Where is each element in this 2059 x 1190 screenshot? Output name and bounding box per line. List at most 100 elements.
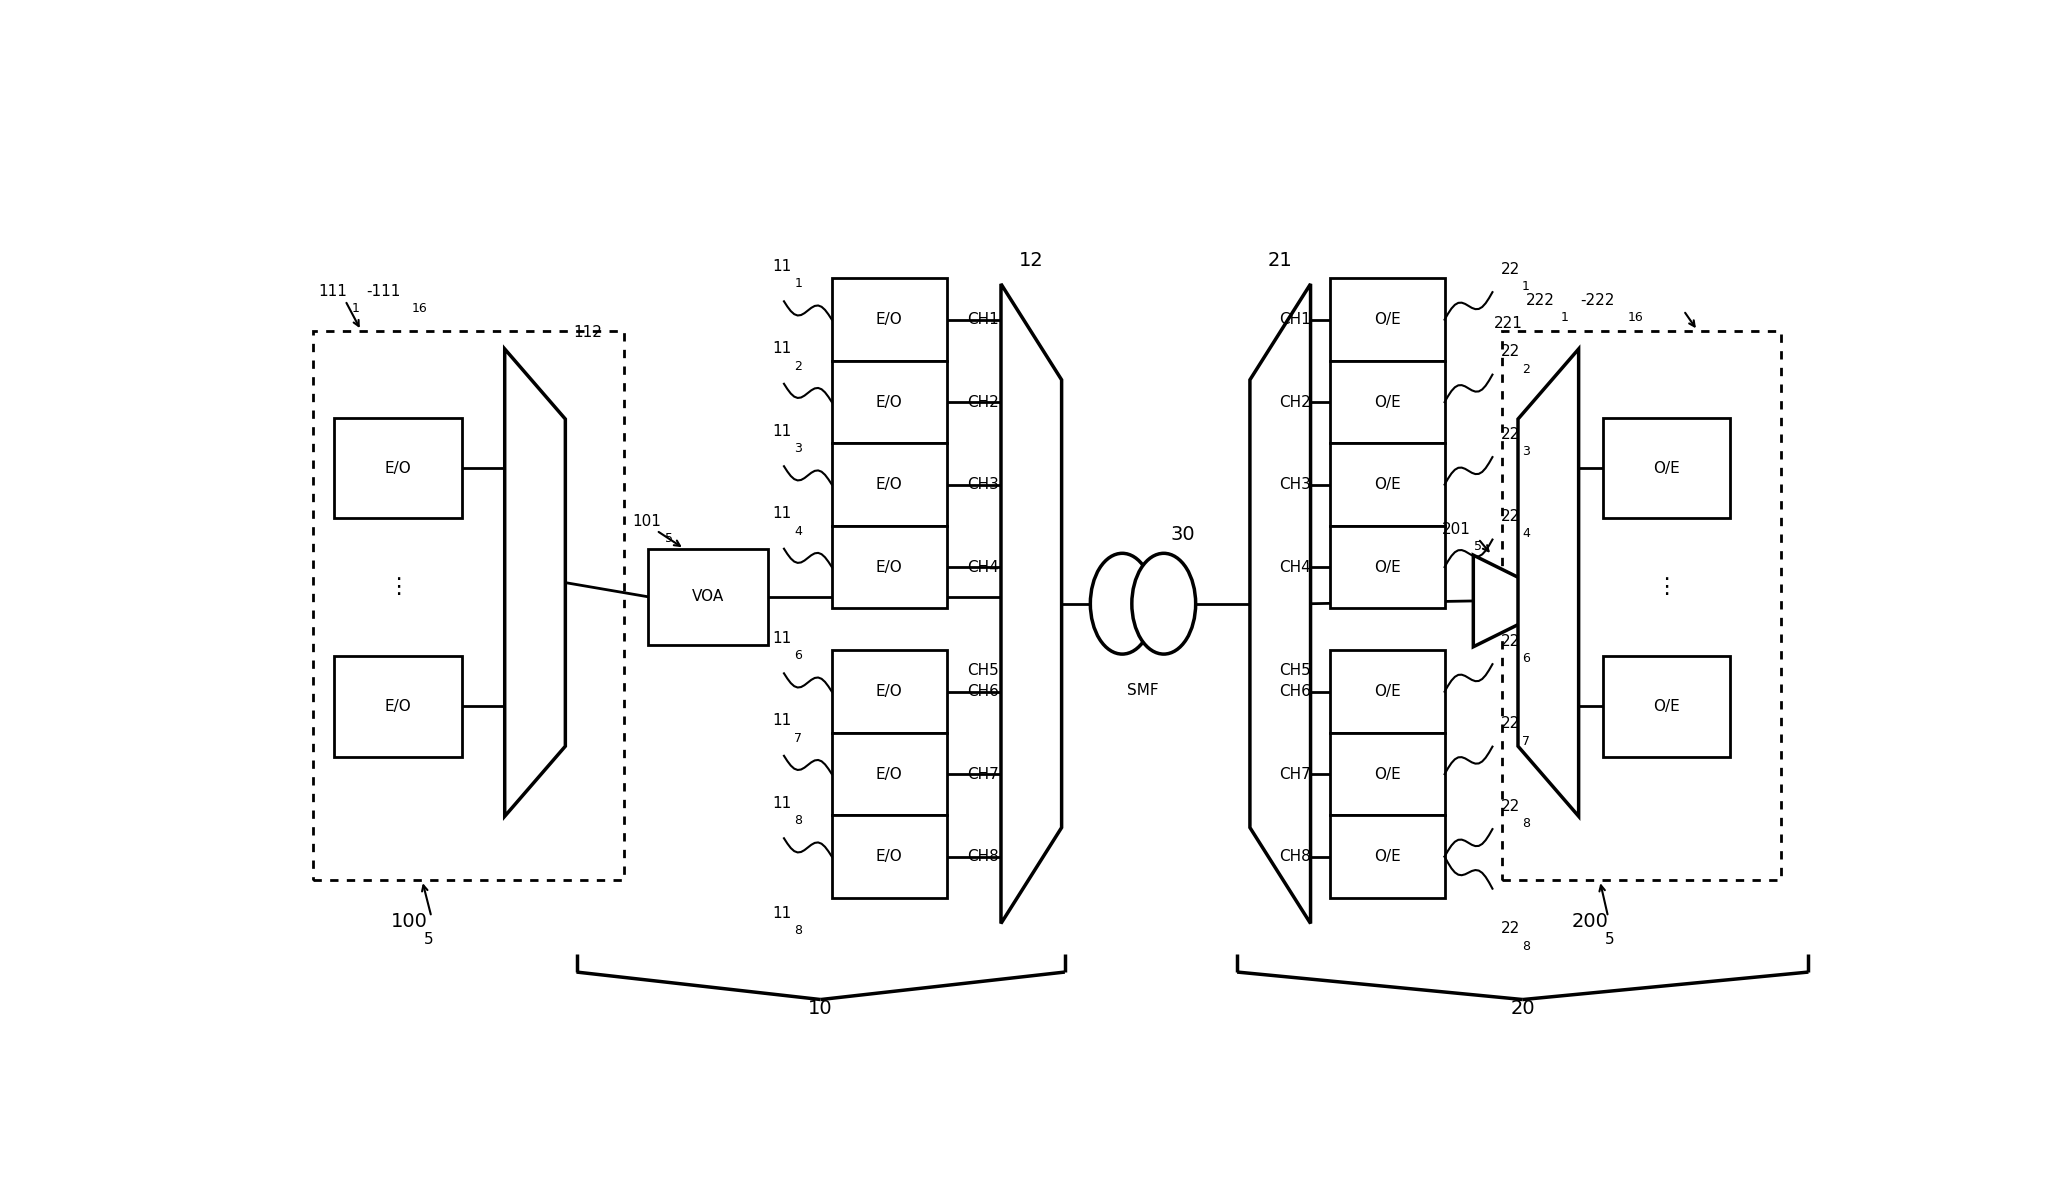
Text: 3: 3 xyxy=(795,443,803,456)
Text: 7: 7 xyxy=(795,732,803,745)
Bar xyxy=(832,278,947,361)
Text: 11: 11 xyxy=(772,424,793,439)
Text: 16: 16 xyxy=(412,302,428,315)
Bar xyxy=(832,733,947,815)
Text: CH5: CH5 xyxy=(968,663,999,678)
Text: 221: 221 xyxy=(1495,315,1524,331)
Text: O/E: O/E xyxy=(1373,477,1400,493)
Text: O/E: O/E xyxy=(1653,461,1680,476)
Text: CH3: CH3 xyxy=(1279,477,1312,493)
Bar xyxy=(832,526,947,608)
Text: 112: 112 xyxy=(572,325,601,340)
Bar xyxy=(1503,331,1781,881)
Text: 20: 20 xyxy=(1511,1000,1536,1019)
Text: -222: -222 xyxy=(1579,293,1614,308)
Text: CH6: CH6 xyxy=(968,684,999,700)
Text: CH2: CH2 xyxy=(1279,395,1312,409)
Text: E/O: E/O xyxy=(385,699,412,714)
Bar xyxy=(1330,651,1445,733)
Text: 5: 5 xyxy=(665,532,673,545)
Text: 22: 22 xyxy=(1501,798,1520,814)
Text: CH5: CH5 xyxy=(1279,663,1312,678)
Text: E/O: E/O xyxy=(875,395,902,409)
Text: 5: 5 xyxy=(1604,932,1614,947)
Bar xyxy=(313,331,624,881)
Bar xyxy=(1330,815,1445,897)
Text: CH4: CH4 xyxy=(1279,559,1312,575)
Text: CH7: CH7 xyxy=(1279,766,1312,782)
Text: 10: 10 xyxy=(809,1000,834,1019)
Text: 11: 11 xyxy=(772,506,793,521)
Text: 11: 11 xyxy=(772,906,793,921)
Text: 16: 16 xyxy=(1629,312,1643,324)
Text: O/E: O/E xyxy=(1373,559,1400,575)
Text: CH1: CH1 xyxy=(968,312,999,327)
Bar xyxy=(1330,526,1445,608)
Text: 8: 8 xyxy=(1522,940,1530,953)
Ellipse shape xyxy=(1132,553,1196,654)
Text: 1: 1 xyxy=(352,302,360,315)
Text: O/E: O/E xyxy=(1373,766,1400,782)
Text: 5: 5 xyxy=(1474,540,1482,553)
Text: E/O: E/O xyxy=(875,477,902,493)
Text: 2: 2 xyxy=(1522,363,1530,376)
Text: O/E: O/E xyxy=(1373,312,1400,327)
Bar xyxy=(649,549,768,645)
Bar xyxy=(832,815,947,897)
Text: 21: 21 xyxy=(1268,251,1293,270)
Text: ⋮: ⋮ xyxy=(387,577,410,597)
Text: 6: 6 xyxy=(1522,652,1530,665)
Text: O/E: O/E xyxy=(1373,850,1400,864)
Text: 201: 201 xyxy=(1441,521,1470,537)
Text: 200: 200 xyxy=(1571,912,1608,931)
Text: CH8: CH8 xyxy=(968,850,999,864)
Ellipse shape xyxy=(1091,553,1155,654)
Bar xyxy=(832,361,947,444)
Text: E/O: E/O xyxy=(875,312,902,327)
Text: O/E: O/E xyxy=(1373,395,1400,409)
Text: VOA: VOA xyxy=(692,589,725,605)
Polygon shape xyxy=(1474,555,1567,647)
Text: CH3: CH3 xyxy=(968,477,999,493)
Bar xyxy=(334,418,461,519)
Text: 11: 11 xyxy=(772,713,793,728)
Text: 101: 101 xyxy=(632,514,661,528)
Text: O/E: O/E xyxy=(1653,699,1680,714)
Text: SMF: SMF xyxy=(1126,683,1159,699)
Text: CH8: CH8 xyxy=(1279,850,1312,864)
Bar xyxy=(832,444,947,526)
Bar xyxy=(1330,361,1445,444)
Bar xyxy=(832,651,947,733)
Text: CH2: CH2 xyxy=(968,395,999,409)
Text: 30: 30 xyxy=(1172,525,1194,544)
Text: CH1: CH1 xyxy=(1279,312,1312,327)
Bar xyxy=(1330,278,1445,361)
Bar xyxy=(1602,418,1730,519)
Text: ⋮: ⋮ xyxy=(1655,577,1678,597)
Text: E/O: E/O xyxy=(385,461,412,476)
Polygon shape xyxy=(504,349,566,816)
Text: 11: 11 xyxy=(772,631,793,646)
Text: 22: 22 xyxy=(1501,344,1520,359)
Text: 11: 11 xyxy=(772,342,793,356)
Text: 7: 7 xyxy=(1522,734,1530,747)
Text: 22: 22 xyxy=(1501,262,1520,276)
Polygon shape xyxy=(1001,284,1062,923)
Text: 1: 1 xyxy=(795,277,803,290)
Text: 11: 11 xyxy=(772,259,793,274)
Text: E/O: E/O xyxy=(875,850,902,864)
Text: CH7: CH7 xyxy=(968,766,999,782)
Text: 8: 8 xyxy=(795,814,803,827)
Text: E/O: E/O xyxy=(875,684,902,700)
Text: 1: 1 xyxy=(1522,280,1530,293)
Text: 22: 22 xyxy=(1501,426,1520,441)
Text: 8: 8 xyxy=(795,925,803,938)
Text: 100: 100 xyxy=(391,912,428,931)
Text: 111: 111 xyxy=(317,283,346,299)
Text: 6: 6 xyxy=(795,650,803,663)
Text: 22: 22 xyxy=(1501,921,1520,937)
Text: 1: 1 xyxy=(1561,312,1569,324)
Text: E/O: E/O xyxy=(875,766,902,782)
Bar xyxy=(1602,656,1730,757)
Bar xyxy=(1330,733,1445,815)
